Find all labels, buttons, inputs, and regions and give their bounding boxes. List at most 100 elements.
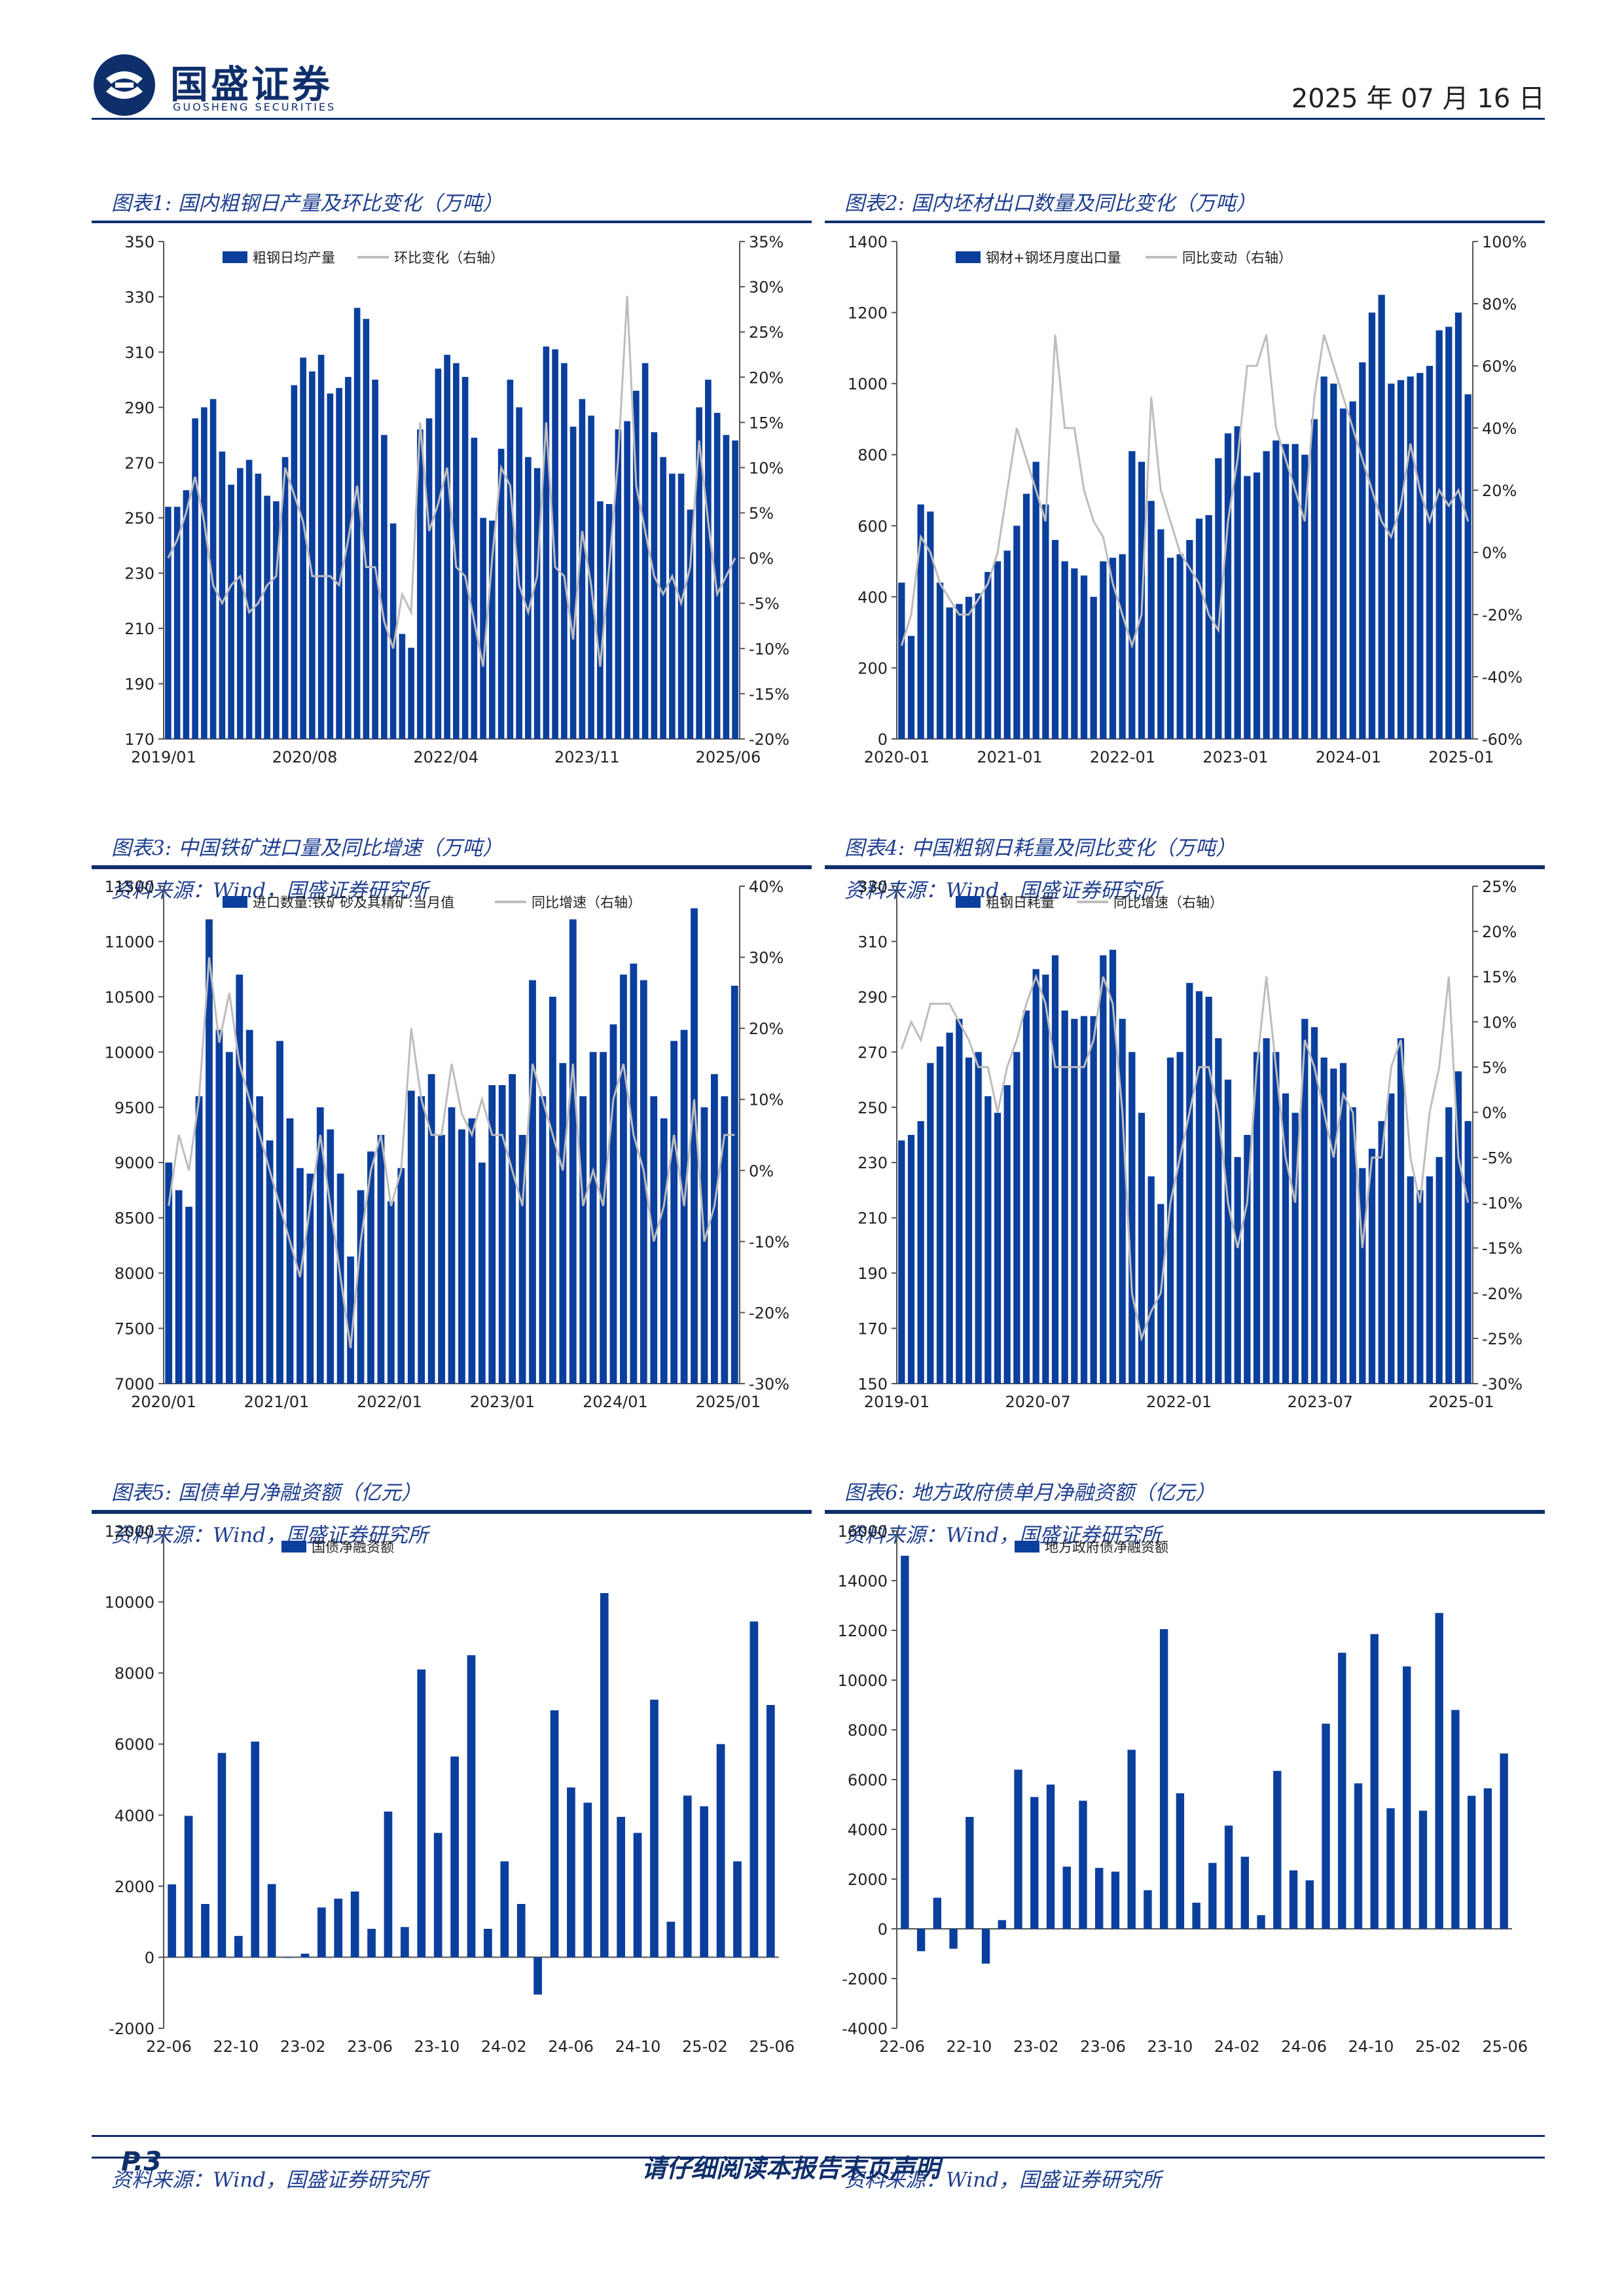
y-tick-label: -2000 [842, 1970, 888, 1988]
bar [316, 1107, 324, 1384]
bar [965, 1057, 973, 1384]
bar [1403, 1666, 1411, 1929]
bar [569, 426, 577, 739]
figure-bottom-rule [825, 2157, 1545, 2159]
bar [1454, 1071, 1462, 1384]
bar [433, 1833, 442, 1958]
bar [1119, 554, 1126, 739]
bar [468, 1118, 476, 1384]
bar [1282, 444, 1290, 739]
y2-tick-label: 80% [1482, 295, 1517, 314]
x-tick-label: 2021/01 [244, 1393, 310, 1411]
bar [387, 1201, 395, 1384]
legend-label: 粗钢日均产量 [253, 250, 335, 266]
bar [630, 963, 638, 1384]
bar [640, 980, 647, 1384]
bar [956, 1018, 963, 1384]
y-tick-label: 10000 [105, 1594, 154, 1612]
bar [1454, 312, 1462, 739]
legend-label: 地方政府债净融资额 [1045, 1539, 1168, 1555]
bar [267, 1884, 276, 1958]
bar [579, 1096, 587, 1384]
bar [539, 1096, 547, 1384]
bar [478, 1162, 486, 1384]
bar [201, 1904, 209, 1958]
x-tick-label: 2022/04 [413, 748, 478, 766]
bar [732, 440, 738, 739]
bar [1095, 1867, 1104, 1929]
x-tick-label: 2022/01 [357, 1393, 422, 1411]
bar [984, 1096, 992, 1384]
bar [206, 919, 213, 1384]
bar [1147, 501, 1155, 739]
bar [1310, 1027, 1318, 1384]
x-tick-label: 2024-01 [1316, 748, 1381, 766]
bar [1435, 1613, 1443, 1929]
bar [917, 1121, 924, 1384]
figure-title-rule [92, 1510, 812, 1513]
x-tick-label: 2025/01 [696, 1393, 761, 1411]
bar [264, 495, 270, 739]
y-tick-label: 6000 [848, 1771, 888, 1789]
bar [525, 457, 532, 739]
bar [916, 1929, 926, 1952]
bar [1046, 1784, 1055, 1929]
bar [1080, 1016, 1088, 1384]
bar [300, 357, 306, 739]
bar [1263, 1038, 1270, 1384]
bar [600, 1052, 607, 1384]
bar [1435, 1157, 1443, 1384]
y2-tick-label: -15% [1482, 1240, 1523, 1258]
legend-label: 粗钢日耗量 [986, 895, 1055, 910]
bar [1349, 1107, 1356, 1384]
bar [641, 363, 649, 739]
figure-title: 图表5: 国债单月净融资额（亿元） [111, 1481, 422, 1505]
y-tick-label: 290 [857, 988, 888, 1007]
x-tick-label: 2023-07 [1288, 1393, 1353, 1411]
y-tick-label: 12000 [838, 1622, 888, 1640]
brand-name-en: GUOSHENG SECURITIES [173, 101, 336, 113]
bar [175, 1190, 183, 1384]
bar [407, 1090, 415, 1384]
disclaimer-text: 请仔细阅读本报告末页声明 [641, 2154, 941, 2183]
bar [192, 418, 198, 739]
y-tick-label: 8000 [115, 1664, 154, 1683]
x-tick-label: 2025-01 [1428, 748, 1494, 766]
bar [680, 1030, 688, 1384]
x-tick-label: 23-02 [1013, 2037, 1059, 2056]
bar [1127, 1749, 1136, 1929]
bar [907, 636, 915, 739]
bar [353, 308, 361, 739]
bar [1370, 1634, 1379, 1929]
y2-tick-label: -20% [749, 1304, 789, 1322]
y2-tick-label: 5% [749, 505, 774, 523]
x-tick-label: 2023-01 [1202, 748, 1268, 766]
bar [1339, 408, 1347, 739]
y2-tick-label: -10% [749, 1233, 789, 1251]
page-number: P.3 [121, 2147, 162, 2177]
bar [471, 437, 478, 739]
bar [1224, 1825, 1233, 1929]
bar [917, 504, 924, 739]
bar [219, 451, 226, 739]
x-tick-label: 23-06 [347, 2037, 393, 2056]
bar [1407, 376, 1414, 739]
figure-title-rule [825, 865, 1545, 868]
bar [516, 1904, 526, 1958]
bar [1166, 1057, 1174, 1384]
legend-swatch-bar [223, 251, 247, 263]
bar [448, 1107, 456, 1384]
bar [605, 504, 613, 739]
bar [1205, 515, 1212, 739]
figure-title: 图表6: 地方政府债单月净融资额（亿元） [844, 1481, 1216, 1505]
bar [334, 1898, 343, 1958]
bar [1109, 950, 1117, 1384]
legend-swatch-bar [1015, 1541, 1039, 1552]
figure-title: 图表1: 国内粗钢日产量及环比变化（万吨） [111, 192, 503, 215]
bar [1322, 1723, 1330, 1929]
bar [933, 1897, 942, 1929]
guosheng-logo-icon [94, 54, 155, 116]
y2-tick-label: -30% [749, 1375, 789, 1393]
bar [1330, 384, 1337, 739]
series-line [900, 334, 1470, 649]
